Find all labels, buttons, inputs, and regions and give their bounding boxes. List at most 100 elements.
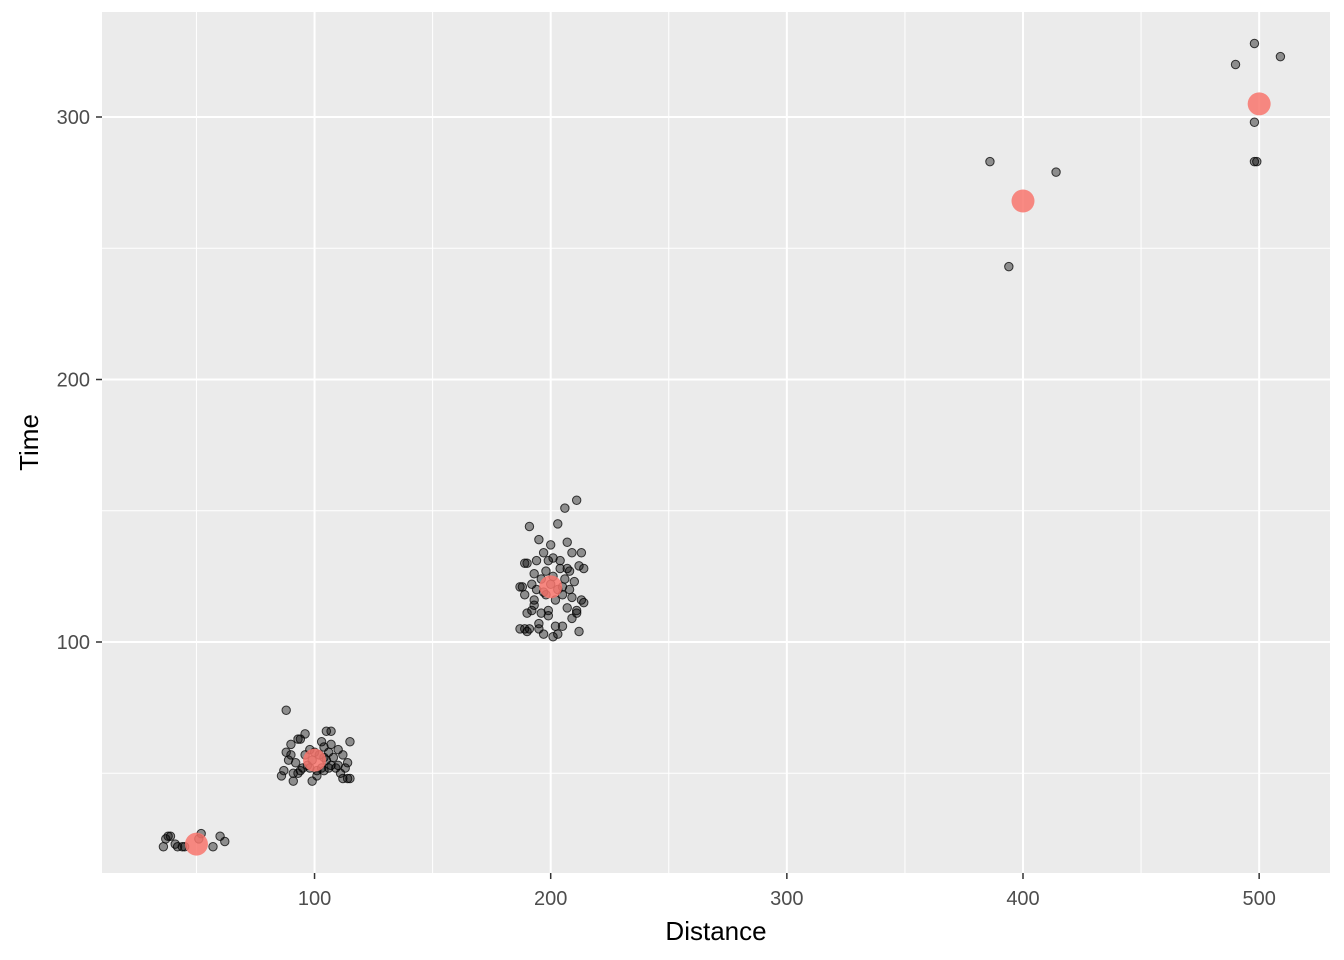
data-point <box>534 618 544 629</box>
x-tick-label: 500 <box>1242 888 1275 910</box>
data-point <box>345 773 355 784</box>
data-point <box>312 771 322 781</box>
data-point <box>338 750 348 760</box>
data-point <box>548 632 558 642</box>
y-axis-title: Time <box>14 414 44 471</box>
data-point <box>1249 38 1260 49</box>
y-tick-label: 300 <box>57 107 90 129</box>
data-point <box>553 519 563 529</box>
data-point <box>543 555 554 566</box>
data-point <box>172 842 183 852</box>
data-point <box>515 624 525 634</box>
data-point <box>288 776 298 786</box>
data-point <box>562 537 572 547</box>
data-point <box>555 555 565 566</box>
data-point <box>279 765 289 776</box>
y-tick-label: 200 <box>57 370 90 392</box>
data-point <box>286 739 296 750</box>
data-point <box>524 624 535 634</box>
y-tick-label: 100 <box>57 632 90 654</box>
data-point <box>326 726 336 736</box>
data-point <box>571 495 582 505</box>
data-point <box>300 729 310 739</box>
data-point <box>281 705 291 715</box>
mean-point <box>539 575 563 599</box>
data-point <box>571 605 582 616</box>
data-point <box>340 763 350 773</box>
data-point <box>316 737 327 747</box>
data-point <box>293 734 303 744</box>
data-point <box>545 540 556 550</box>
plot-panel <box>102 12 1330 873</box>
data-point <box>574 561 584 571</box>
data-point <box>1230 59 1241 70</box>
data-point <box>328 752 339 763</box>
x-tick-label: 100 <box>298 888 331 910</box>
data-point <box>541 566 551 576</box>
data-point <box>562 603 572 613</box>
data-point <box>1249 117 1260 127</box>
data-point <box>290 758 301 768</box>
data-point <box>522 608 532 618</box>
data-point <box>560 503 570 513</box>
data-point <box>574 626 584 637</box>
data-point <box>569 576 580 587</box>
data-point <box>543 605 554 616</box>
x-tick-label: 300 <box>770 888 803 910</box>
axis-ticks: 100 200 300 400 500 100 200 300 <box>57 107 1276 910</box>
mean-point <box>184 832 208 856</box>
data-point <box>520 558 530 568</box>
data-point <box>342 773 353 784</box>
data-point <box>567 548 577 558</box>
data-point <box>345 737 355 747</box>
data-point <box>536 608 546 618</box>
minor-grid <box>102 12 1330 873</box>
data-point <box>538 548 549 558</box>
data-point <box>158 842 169 852</box>
data-point <box>529 600 539 610</box>
data-point <box>553 629 563 639</box>
mean-point <box>1247 92 1271 116</box>
data-point <box>529 569 539 579</box>
mean-point <box>303 748 327 772</box>
major-grid <box>102 12 1330 873</box>
data-point <box>529 595 539 605</box>
data-point <box>576 548 587 558</box>
data-point <box>293 768 303 778</box>
data-point <box>220 836 230 847</box>
data-point <box>342 758 353 768</box>
data-point <box>286 750 296 760</box>
data-point <box>985 156 995 167</box>
data-point <box>1004 261 1014 272</box>
data-point <box>163 831 173 841</box>
x-axis-title: Distance <box>665 916 766 946</box>
data-point <box>524 521 535 532</box>
data-point <box>579 597 589 608</box>
data-point <box>557 621 568 631</box>
data-point <box>520 590 530 600</box>
data-point <box>571 608 582 618</box>
data-point <box>326 739 336 750</box>
data-point <box>531 555 542 566</box>
data-point <box>1275 51 1286 62</box>
x-tick-label: 200 <box>534 888 567 910</box>
data-point <box>1249 156 1260 167</box>
data-point <box>567 592 577 603</box>
data-point <box>534 624 544 634</box>
data-point <box>522 558 532 568</box>
data-point <box>1051 167 1061 177</box>
data-point <box>543 611 554 621</box>
data-point <box>165 831 176 841</box>
data-point <box>276 771 287 781</box>
mean-points <box>184 92 1271 856</box>
x-tick-label: 400 <box>1006 888 1039 910</box>
data-point <box>338 773 348 784</box>
data-point <box>208 842 218 852</box>
data-point <box>1252 156 1262 167</box>
data-point <box>321 726 332 736</box>
data-point <box>319 742 329 752</box>
mean-point <box>1011 189 1035 213</box>
data-point <box>548 553 558 563</box>
data-point <box>560 574 570 584</box>
